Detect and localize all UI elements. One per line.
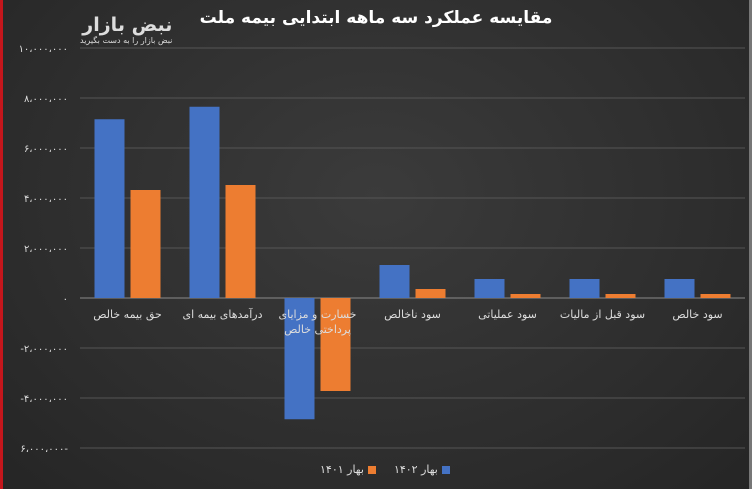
legend-swatch [367,465,376,474]
bar-1401 [510,294,541,298]
legend-swatch [441,465,450,474]
bar-1402 [379,265,410,298]
x-category-label: سود عملیاتی [478,308,537,321]
bar-1401 [415,289,446,298]
chart-title: مقایسه عملکرد سه ماهه ابتدایی بیمه ملت [199,8,553,28]
x-category-label: سود خالص [672,308,722,321]
y-tick-label: -۴،۰۰۰،۰۰۰ [20,394,68,405]
legend-label: بهار ۱۴۰۱ [320,463,364,476]
bar-1401 [320,298,351,391]
bar-1402 [474,279,505,298]
left-accent-bar [0,0,3,489]
bar-1401 [605,294,636,298]
legend: بهار ۱۴۰۲ بهار ۱۴۰۱ [320,463,450,476]
legend-item-1401: بهار ۱۴۰۱ [320,463,376,476]
watermark-tagline: نبض بازار را به دست بگیرید [80,36,173,45]
bar-1401 [225,185,256,298]
y-tick-label: ۴،۰۰۰،۰۰۰ [24,194,68,205]
watermark-logo: نبض بازار نبض بازار را به دست بگیرید [80,14,172,46]
legend-item-1402: بهار ۱۴۰۲ [394,463,450,476]
bar-1402 [284,298,315,420]
y-tick-label: ۶،۰۰۰،۰۰۰ [24,144,68,155]
y-tick-label: -۲،۰۰۰،۰۰۰ [20,344,68,355]
x-category-label: حق بیمه خالص [93,308,162,322]
y-tick-label: ۸،۰۰۰،۰۰۰ [24,94,68,105]
bar-1402 [664,279,695,298]
x-category-label: پرداختی خالص [284,323,351,336]
watermark-brand: نبض بازار [82,14,173,36]
x-category-label: درآمدهای بیمه ای [183,307,263,321]
right-edge [749,0,752,489]
bar-1402 [189,106,220,298]
y-tick-label: ۲،۰۰۰،۰۰۰ [24,244,68,255]
x-category-label: خسارت و مزایای [279,308,357,321]
bar-1402 [94,119,125,298]
x-category-label: سود قبل از مالیات [560,308,645,321]
x-category-label: سود ناخالص [384,308,441,321]
bar-1401 [700,294,731,298]
y-tick-label: ۱۰،۰۰۰،۰۰۰ [19,44,68,55]
y-tick-label: ۰ [63,294,68,305]
bar-1402 [569,279,600,298]
bar-1401 [130,190,161,298]
y-tick-label: ۶،۰۰۰،۰۰۰- [20,444,68,455]
legend-label: بهار ۱۴۰۲ [393,463,438,476]
